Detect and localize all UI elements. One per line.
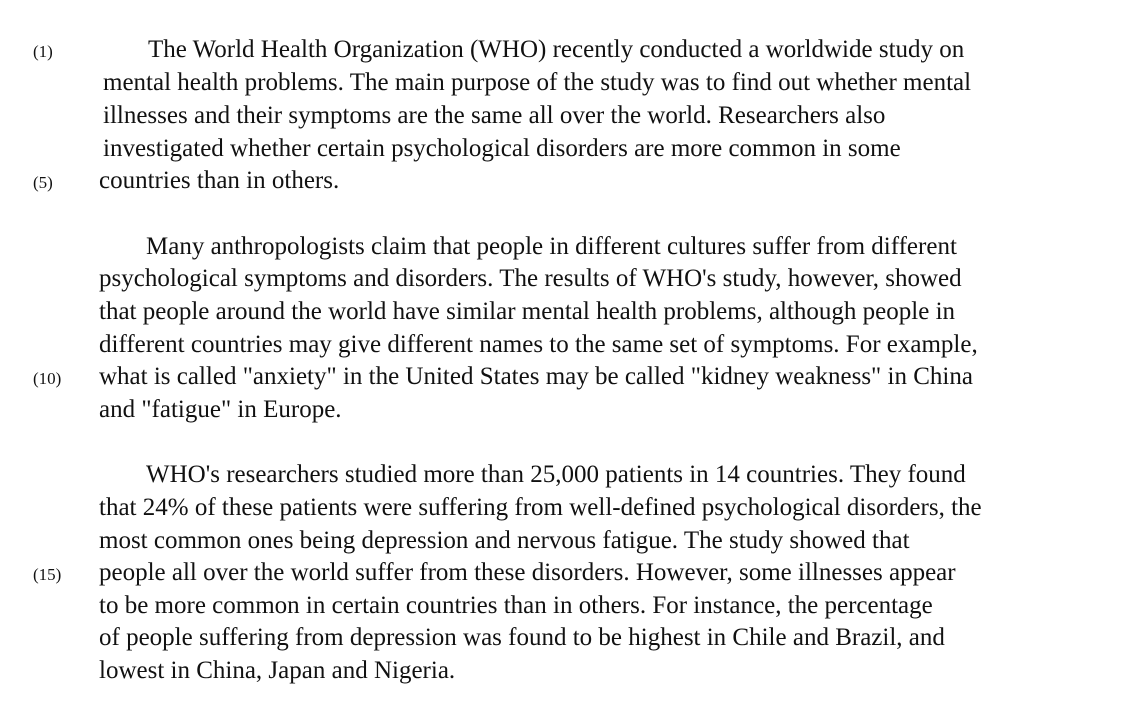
paragraph-3-line-2: that 24% of these patients were sufferin… xyxy=(99,494,982,521)
paragraph-2-line-4: different countries may give different n… xyxy=(99,331,978,358)
line-number-10: (10) xyxy=(33,369,62,388)
paragraph-3-line-1: WHO's researchers studied more than 25,0… xyxy=(146,461,966,488)
paragraph-1-line-2: mental health problems. The main purpose… xyxy=(103,69,972,96)
paragraph-3-line-3: most common ones being depression and ne… xyxy=(99,527,910,554)
paragraph-3-line-5: to be more common in certain countries t… xyxy=(99,592,933,619)
paragraph-1-line-1: The World Health Organization (WHO) rece… xyxy=(148,36,965,63)
paragraph-1-line-5: countries than in others. xyxy=(99,167,340,194)
paragraph-3-line-7: lowest in China, Japan and Nigeria. xyxy=(99,657,456,684)
line-number-15: (15) xyxy=(33,565,62,584)
paragraph-1-line-4: investigated whether certain psychologic… xyxy=(103,135,901,162)
paragraph-2-line-1: Many anthropologists claim that people i… xyxy=(146,233,957,260)
paragraph-2-line-5: what is called "anxiety" in the United S… xyxy=(99,363,973,390)
line-number-5: (5) xyxy=(33,173,53,192)
line-number-1: (1) xyxy=(33,42,53,61)
paragraph-3-line-6: of people suffering from depression was … xyxy=(99,624,945,651)
paragraph-3-line-4: people all over the world suffer from th… xyxy=(99,559,956,586)
paragraph-2-line-2: psychological symptoms and disorders. Th… xyxy=(99,265,962,292)
paragraph-1-line-3: illnesses and their symptoms are the sam… xyxy=(103,102,886,129)
paragraph-2-line-3: that people around the world have simila… xyxy=(99,298,956,325)
paragraph-2-line-6: and "fatigue" in Europe. xyxy=(99,396,342,423)
